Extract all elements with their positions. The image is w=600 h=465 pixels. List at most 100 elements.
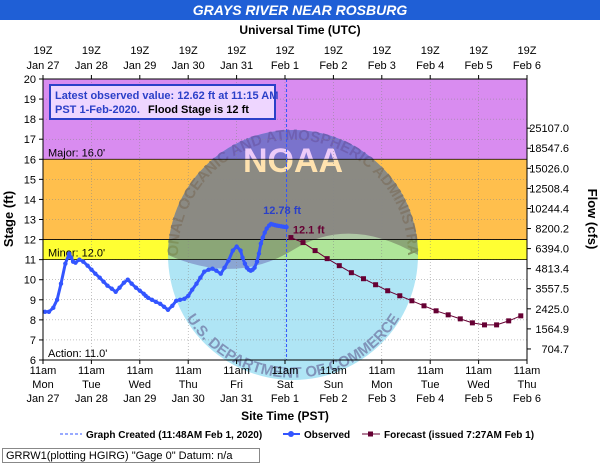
y2-tick-label: 3557.5 — [535, 284, 569, 296]
y2-tick-label: 12508.4 — [529, 183, 569, 195]
legend-forecast: Forecast (issued 7:27AM Feb 1) — [384, 430, 534, 441]
y-tick-label: 7 — [30, 335, 36, 347]
bottom-tick-date: Jan 27 — [26, 393, 59, 405]
observed-point — [173, 298, 179, 303]
top-tick-time: 19Z — [179, 45, 198, 57]
observed-point — [129, 281, 134, 286]
top-tick-date: Feb 3 — [368, 60, 396, 72]
y2-tick-label: 25107.0 — [529, 123, 569, 135]
observed-point — [58, 281, 64, 286]
bottom-tick-day: Tue — [82, 379, 101, 391]
observed-point — [85, 263, 90, 268]
top-tick-time: 19Z — [276, 45, 295, 57]
flood-label-action: Action: 11.0' — [48, 348, 107, 360]
observed-point — [202, 269, 207, 274]
bottom-tick-time: 11am — [514, 365, 541, 377]
forecast-point — [445, 312, 451, 318]
forecast-point — [518, 313, 524, 319]
observed-point — [121, 280, 127, 285]
bottom-tick-time: 11am — [417, 365, 444, 377]
bottom-tick-time: 11am — [175, 365, 202, 377]
observed-point — [161, 304, 167, 310]
forecast-start-label: 12.1 ft — [293, 225, 325, 237]
top-tick-date: Jan 31 — [220, 60, 253, 72]
top-axis-title: Universal Time (UTC) — [239, 23, 360, 37]
y2-tick-label: 8200.2 — [535, 224, 569, 236]
observed-point — [77, 257, 82, 262]
forecast-point — [506, 318, 512, 324]
observed-point — [210, 266, 215, 271]
observed-point — [262, 230, 267, 235]
observed-point — [254, 259, 260, 264]
top-tick-time: 19Z — [421, 45, 440, 57]
legend: Graph Created (11:48AM Feb 1, 2020) Obse… — [60, 430, 534, 441]
observed-point — [113, 289, 118, 294]
bottom-tick-date: Jan 29 — [123, 393, 156, 405]
top-tick-time: 19Z — [34, 45, 53, 57]
observed-point — [89, 267, 94, 272]
observed-point — [182, 296, 187, 301]
y2-tick-label: 18547.6 — [529, 143, 569, 155]
y-tick-label: 16 — [24, 154, 36, 166]
flood-label-minor: Minor: 12.0' — [48, 248, 105, 260]
bottom-tick-day: Sat — [277, 379, 294, 391]
forecast-point — [288, 235, 294, 241]
y2-tick-label: 4813.4 — [535, 264, 569, 276]
latest-value-box: Latest observed value: 12.62 ft at 11:15… — [49, 84, 278, 120]
legend-observed: Observed — [304, 430, 350, 441]
y-tick-label: 19 — [24, 94, 36, 106]
top-tick-date: Jan 27 — [26, 60, 59, 72]
observed-point — [218, 271, 223, 276]
y-tick-label: 20 — [24, 74, 36, 86]
bottom-tick-time: 11am — [465, 365, 492, 377]
bottom-tick-date: Jan 30 — [172, 393, 205, 405]
series — [42, 221, 524, 328]
bottom-axis-title: Site Time (PST) — [241, 409, 329, 423]
forecast-point — [373, 282, 379, 288]
forecast-point — [397, 293, 403, 299]
observed-point — [97, 275, 102, 280]
forecast-point — [469, 320, 475, 326]
forecast-point — [481, 322, 487, 328]
observed-point — [125, 277, 130, 282]
top-tick-time: 19Z — [469, 45, 488, 57]
flood-stage-labels: Major: 16.0' Minor: 12.0' Action: 11.0' — [48, 147, 107, 360]
y-tick-label: 14 — [24, 194, 36, 206]
bottom-tick-time: 11am — [320, 365, 347, 377]
top-tick-date: Feb 1 — [271, 60, 299, 72]
forecast-point — [457, 316, 463, 322]
observed-point — [109, 286, 115, 291]
y-tick-label: 12 — [24, 235, 36, 247]
bottom-tick-date: Jan 31 — [220, 393, 253, 405]
observed-point — [264, 226, 269, 231]
observed-point — [149, 297, 155, 302]
top-tick-time: 19Z — [518, 45, 537, 57]
peak-value-label: 12.78 ft — [263, 205, 301, 217]
observed-point — [214, 268, 219, 273]
y-tick-label: 9 — [30, 295, 36, 307]
observed-point — [67, 251, 72, 256]
observed-point — [258, 241, 264, 246]
bottom-tick-day: Thu — [518, 379, 537, 391]
bottom-tick-time: 11am — [272, 365, 299, 377]
forecast-point — [385, 288, 391, 294]
y-tick-label: 13 — [24, 215, 36, 227]
observed-point — [46, 309, 52, 315]
forecast-point — [300, 240, 306, 246]
observed-point — [165, 307, 171, 313]
latest-value-line1: Latest observed value: 12.62 ft at 11:15… — [55, 90, 278, 102]
bottom-tick-time: 11am — [368, 365, 395, 377]
y-tick-label: 15 — [24, 174, 36, 186]
forecast-point — [312, 248, 318, 254]
observed-point — [145, 295, 151, 300]
forecast-point — [336, 263, 342, 269]
top-tick-time: 19Z — [82, 45, 101, 57]
bottom-tick-day: Wed — [129, 379, 151, 391]
observed-point — [256, 251, 262, 256]
observed-point — [73, 260, 78, 265]
observed-point — [189, 287, 195, 292]
title-bar — [0, 0, 600, 20]
observed-point — [230, 248, 236, 253]
bottom-tick-date: Feb 2 — [319, 393, 347, 405]
flood-stage-note: Flood Stage is 12 ft — [148, 104, 249, 116]
